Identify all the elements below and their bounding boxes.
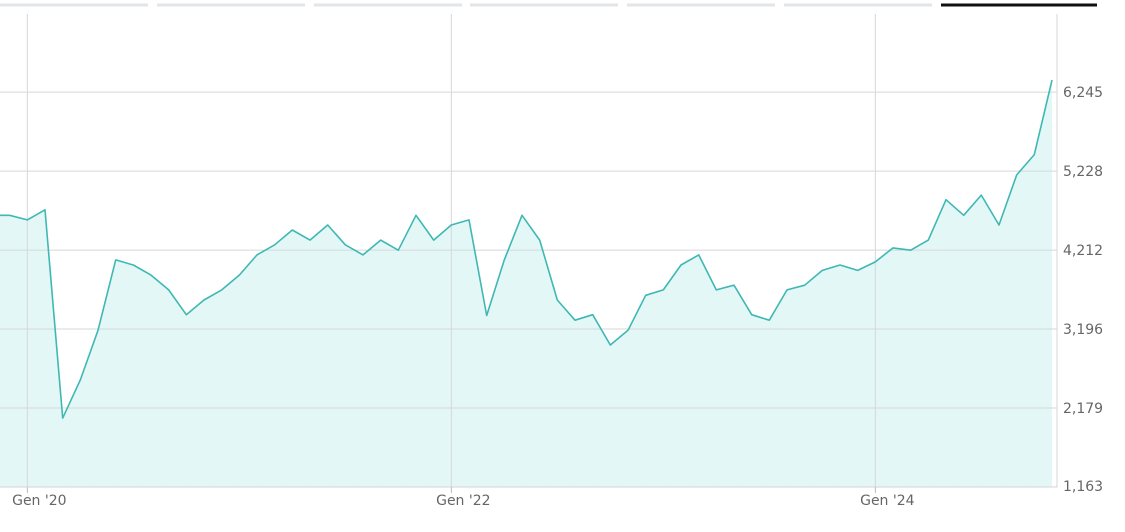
price-line — [0, 79, 1053, 419]
y-tick-label: 4,212 — [1063, 243, 1103, 259]
x-tick-label: Gen '24 — [860, 493, 915, 509]
x-tick-label: Gen '20 — [12, 493, 66, 509]
y-tick-label: 5,228 — [1063, 164, 1103, 180]
y-tick-label: 2,179 — [1063, 401, 1103, 417]
y-tick-label: 3,196 — [1063, 322, 1103, 338]
y-tick-label: 1,163 — [1063, 479, 1103, 495]
y-tick-label: 6,245 — [1063, 85, 1103, 101]
area-fill — [0, 80, 1052, 487]
x-tick-label: Gen '22 — [436, 493, 490, 509]
